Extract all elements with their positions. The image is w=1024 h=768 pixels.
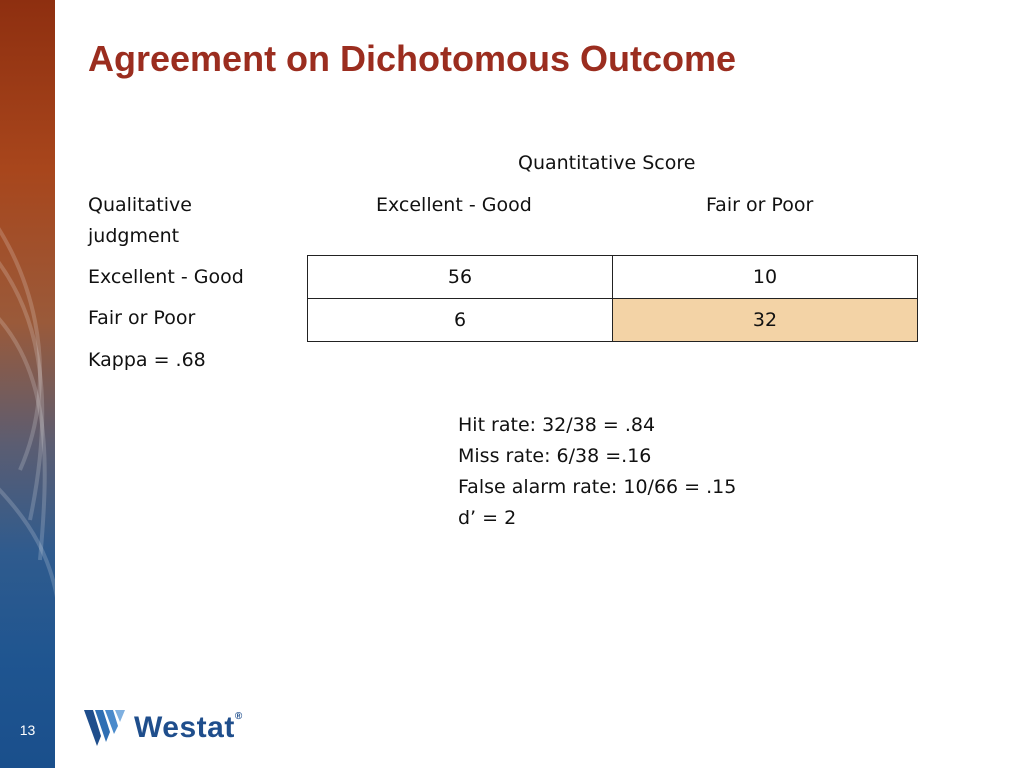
table-cell: 10: [612, 255, 918, 299]
table-cell: 56: [307, 255, 613, 299]
column-header-fair-poor: Fair or Poor: [706, 194, 814, 216]
table-row: 6 32: [307, 298, 918, 342]
row-header-label-line2: judgment: [88, 225, 180, 247]
row-header-label-line1: Qualitative: [88, 194, 192, 216]
hit-rate-note: Hit rate: 32/38 = .84: [458, 414, 656, 436]
row-label-excellent-good: Excellent - Good: [88, 266, 244, 288]
slide-title: Agreement on Dichotomous Outcome: [88, 38, 737, 79]
rate-notes: Hit rate: 32/38 = .84 Miss rate: 6/38 =.…: [458, 410, 736, 534]
table-cell: 6: [307, 298, 613, 342]
side-decorative-band: [0, 0, 55, 768]
column-header-excellent-good: Excellent - Good: [376, 194, 532, 216]
band-swirl-graphic: [0, 227, 55, 598]
row-label-fair-poor: Fair or Poor: [88, 307, 196, 329]
table-row: 56 10: [307, 255, 918, 299]
westat-w-icon: [84, 710, 125, 746]
d-prime-note: d’ = 2: [458, 507, 517, 529]
table-super-header: Quantitative Score: [518, 152, 696, 174]
westat-wordmark: Westat®: [134, 711, 243, 745]
table-cell-highlighted: 32: [612, 298, 918, 342]
agreement-table: 56 10 6 32: [307, 255, 918, 342]
registered-mark: ®: [234, 711, 243, 722]
false-alarm-rate-note: False alarm rate: 10/66 = .15: [458, 476, 737, 498]
miss-rate-note: Miss rate: 6/38 =.16: [458, 445, 652, 467]
westat-logo: Westat®: [84, 706, 243, 750]
logo-text: Westat: [134, 711, 235, 744]
kappa-value: Kappa = .68: [88, 349, 206, 371]
slide-page-number: 13: [19, 722, 36, 738]
